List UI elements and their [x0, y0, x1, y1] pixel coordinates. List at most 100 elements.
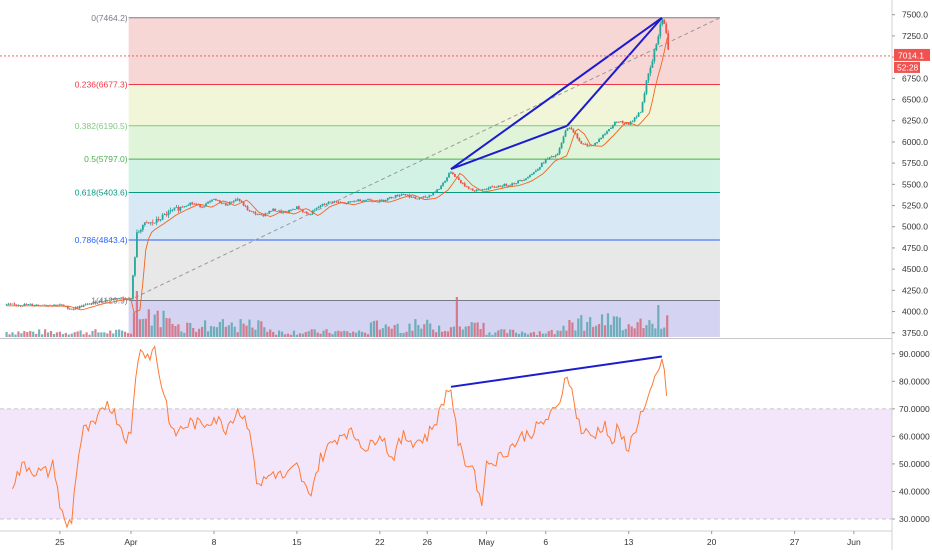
candle-body — [66, 306, 69, 309]
volume-bar — [147, 309, 150, 337]
candle-body — [452, 172, 454, 175]
candle-body — [207, 202, 209, 204]
price-tick-label: 7500.0 — [902, 10, 928, 20]
volume-bar — [358, 330, 361, 337]
candle-body — [440, 185, 442, 189]
candle-body — [232, 201, 235, 203]
candle-body — [511, 183, 514, 186]
price-trendline[interactable] — [450, 16, 663, 170]
candle-body — [576, 133, 579, 139]
candle-body — [169, 210, 172, 212]
candle-body — [422, 196, 425, 198]
volume-bar — [118, 329, 121, 337]
volume-bar — [535, 334, 538, 337]
candle-body — [420, 197, 423, 199]
fib-level-label: 0.618(5403.6) — [75, 188, 128, 198]
candle-body — [173, 207, 176, 210]
volume-bar — [103, 332, 106, 337]
time-tick-label: 22 — [375, 537, 385, 547]
volume-bar — [532, 331, 535, 337]
candle-body — [574, 132, 577, 134]
volume-bar — [503, 329, 506, 337]
volume-bar — [192, 327, 195, 337]
price-tick-label: 6000.0 — [902, 137, 928, 147]
candle-body — [333, 201, 336, 203]
candle-body — [292, 209, 294, 211]
volume-bar — [529, 332, 533, 337]
candle-body — [262, 214, 265, 216]
rsi-trendline[interactable] — [450, 355, 663, 388]
volume-bar — [32, 331, 35, 337]
volume-bar — [340, 331, 343, 337]
candle-body — [163, 214, 166, 215]
candle-body — [558, 148, 561, 154]
volume-bar — [651, 323, 654, 337]
candle-body — [625, 123, 628, 125]
candle-body — [442, 182, 444, 186]
fib-level-label: 0.5(5797.0) — [84, 154, 128, 164]
volume-bar — [414, 319, 417, 337]
price-trendline[interactable] — [566, 17, 663, 127]
price-pane[interactable]: 0(7464.2) 0.236(6677.3) 0.382(6190.5) 0.5(5… — [0, 13, 892, 337]
volume-bar — [556, 330, 559, 337]
volume-bar — [227, 325, 230, 337]
volume-bar — [64, 332, 67, 337]
candle-body — [647, 73, 650, 81]
candle-body — [386, 198, 389, 200]
volume-bar — [615, 316, 618, 337]
volume-bar — [61, 334, 64, 337]
candle-body — [317, 206, 320, 209]
volume-bar — [657, 305, 660, 337]
candle-body — [55, 304, 57, 306]
candle-body — [189, 202, 192, 205]
volume-bar — [378, 329, 381, 337]
candle-body — [102, 301, 105, 303]
candle-body — [392, 197, 395, 199]
candle-body — [586, 144, 589, 146]
volume-bar — [417, 325, 420, 337]
candle-body — [205, 203, 207, 207]
candle-body — [552, 156, 555, 157]
candle-body — [602, 134, 604, 138]
candle-body — [321, 203, 324, 206]
candle-body — [213, 199, 215, 200]
candle-body — [643, 93, 646, 103]
volume-bar — [375, 320, 378, 337]
candle-body — [446, 177, 448, 181]
rsi-tick-label: 60.0000 — [899, 431, 930, 441]
volume-bar — [663, 327, 666, 337]
volume-bar — [286, 333, 290, 337]
last-price-badge — [894, 48, 930, 61]
volume-bar — [295, 334, 298, 337]
candle-body — [465, 186, 468, 187]
candle-body — [359, 199, 361, 202]
candle-body — [323, 203, 326, 205]
volume-bar — [509, 329, 512, 337]
candle-body — [327, 202, 330, 205]
candle-body — [155, 218, 158, 223]
candle-body — [96, 302, 99, 304]
volume-bar — [600, 314, 604, 337]
price-trendline[interactable] — [450, 124, 568, 171]
rsi-tick-label: 70.0000 — [899, 404, 930, 414]
volume-bar — [126, 333, 130, 337]
volume-bar — [313, 329, 316, 337]
volume-bar — [298, 333, 301, 337]
volume-bar — [512, 329, 515, 337]
volume-bar — [621, 330, 624, 337]
volume-bar — [393, 325, 396, 337]
volume-bar — [206, 331, 210, 337]
candle-body — [404, 194, 407, 196]
volume-bar — [289, 334, 293, 337]
volume-bar — [263, 327, 266, 337]
volume-bar — [254, 329, 257, 337]
volume-bar — [423, 324, 426, 337]
volume-bar — [550, 329, 553, 337]
candle-body — [60, 304, 63, 306]
rsi-pane[interactable] — [0, 345, 892, 529]
candle-body — [290, 210, 292, 211]
candle-body — [70, 308, 73, 310]
volume-bar — [198, 328, 201, 337]
candle-body — [538, 167, 541, 170]
